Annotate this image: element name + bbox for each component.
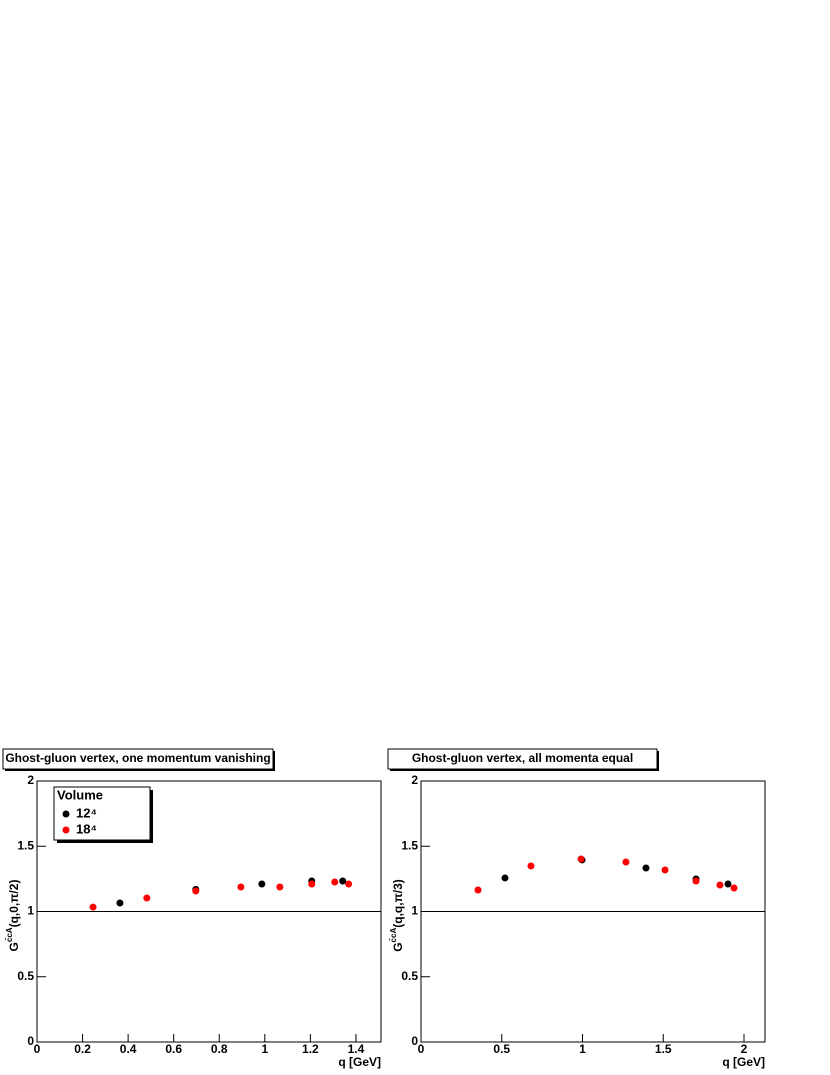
y-axis-label: Gc̄cA(q,0,π/2)	[5, 880, 21, 952]
y-tick-label: 1.5	[17, 838, 34, 852]
x-tick-label: 1.4	[348, 1042, 365, 1056]
x-tick-label: 0	[418, 1042, 425, 1056]
data-point	[474, 886, 482, 894]
data-point	[116, 899, 124, 907]
x-tick-label: 1	[579, 1042, 586, 1056]
data-point	[730, 884, 738, 892]
title-box	[2, 748, 274, 770]
x-tick-label: 0	[34, 1042, 41, 1056]
y-axis-label-part: G	[7, 942, 21, 951]
y-axis-label-part: (q,q,π/3)	[391, 879, 405, 928]
data-point	[143, 894, 151, 902]
data-point	[258, 880, 266, 888]
x-tick-label: 0.2	[74, 1042, 91, 1056]
chart-title: Ghost-gluon vertex, all momenta equal	[412, 751, 633, 765]
x-tick-label: 2	[741, 1042, 748, 1056]
data-point	[622, 858, 630, 866]
legend-label: 12⁴	[76, 805, 97, 820]
data-point	[237, 883, 245, 891]
data-point	[527, 862, 535, 870]
title-box	[387, 748, 658, 770]
data-point	[501, 874, 509, 882]
x-tick-label: 1.2	[302, 1042, 319, 1056]
y-axis-label-part: (q,0,π/2)	[7, 880, 21, 928]
x-tick-label: 1	[261, 1042, 268, 1056]
data-point	[716, 881, 724, 889]
y-tick-label: 1	[27, 904, 34, 918]
x-tick-label: 0.8	[211, 1042, 228, 1056]
y-tick-label: 0	[27, 1034, 34, 1048]
x-tick-label: 1.5	[655, 1042, 672, 1056]
data-point	[642, 864, 650, 872]
data-point	[89, 903, 97, 911]
data-point	[276, 883, 284, 891]
x-axis-label: q [GeV]	[722, 1055, 765, 1069]
x-axis-label: q [GeV]	[338, 1055, 381, 1069]
data-point	[345, 880, 353, 888]
y-axis-label-part: G	[391, 942, 405, 951]
legend-label: 18⁴	[76, 821, 97, 836]
y-tick-label: 1	[411, 904, 418, 918]
data-point	[192, 887, 200, 895]
data-point	[331, 878, 339, 886]
y-axis-label: Gc̄cA(q,q,π/3)	[389, 879, 405, 952]
y-axis-label-part: c̄cA	[389, 928, 398, 943]
y-tick-label: 0.5	[17, 969, 34, 983]
data-point	[577, 855, 585, 863]
x-tick-label: 0.5	[493, 1042, 510, 1056]
x-tick-label: 0.4	[120, 1042, 137, 1056]
y-tick-label: 1.5	[401, 838, 418, 852]
legend-box	[53, 786, 151, 841]
y-axis-label-part: c̄cA	[5, 927, 14, 942]
y-tick-label: 0.5	[401, 969, 418, 983]
chart-title: Ghost-gluon vertex, one momentum vanishi…	[5, 751, 270, 765]
legend-title: Volume	[57, 787, 103, 802]
legend-marker	[62, 826, 70, 834]
y-tick-label: 2	[27, 773, 34, 787]
legend-marker	[62, 810, 70, 818]
data-point	[339, 877, 347, 885]
data-point	[308, 880, 316, 888]
y-tick-label: 2	[411, 773, 418, 787]
data-point	[724, 880, 732, 888]
x-tick-label: 0.6	[165, 1042, 182, 1056]
data-point	[661, 866, 669, 874]
data-point	[692, 877, 700, 885]
y-tick-label: 0	[411, 1034, 418, 1048]
